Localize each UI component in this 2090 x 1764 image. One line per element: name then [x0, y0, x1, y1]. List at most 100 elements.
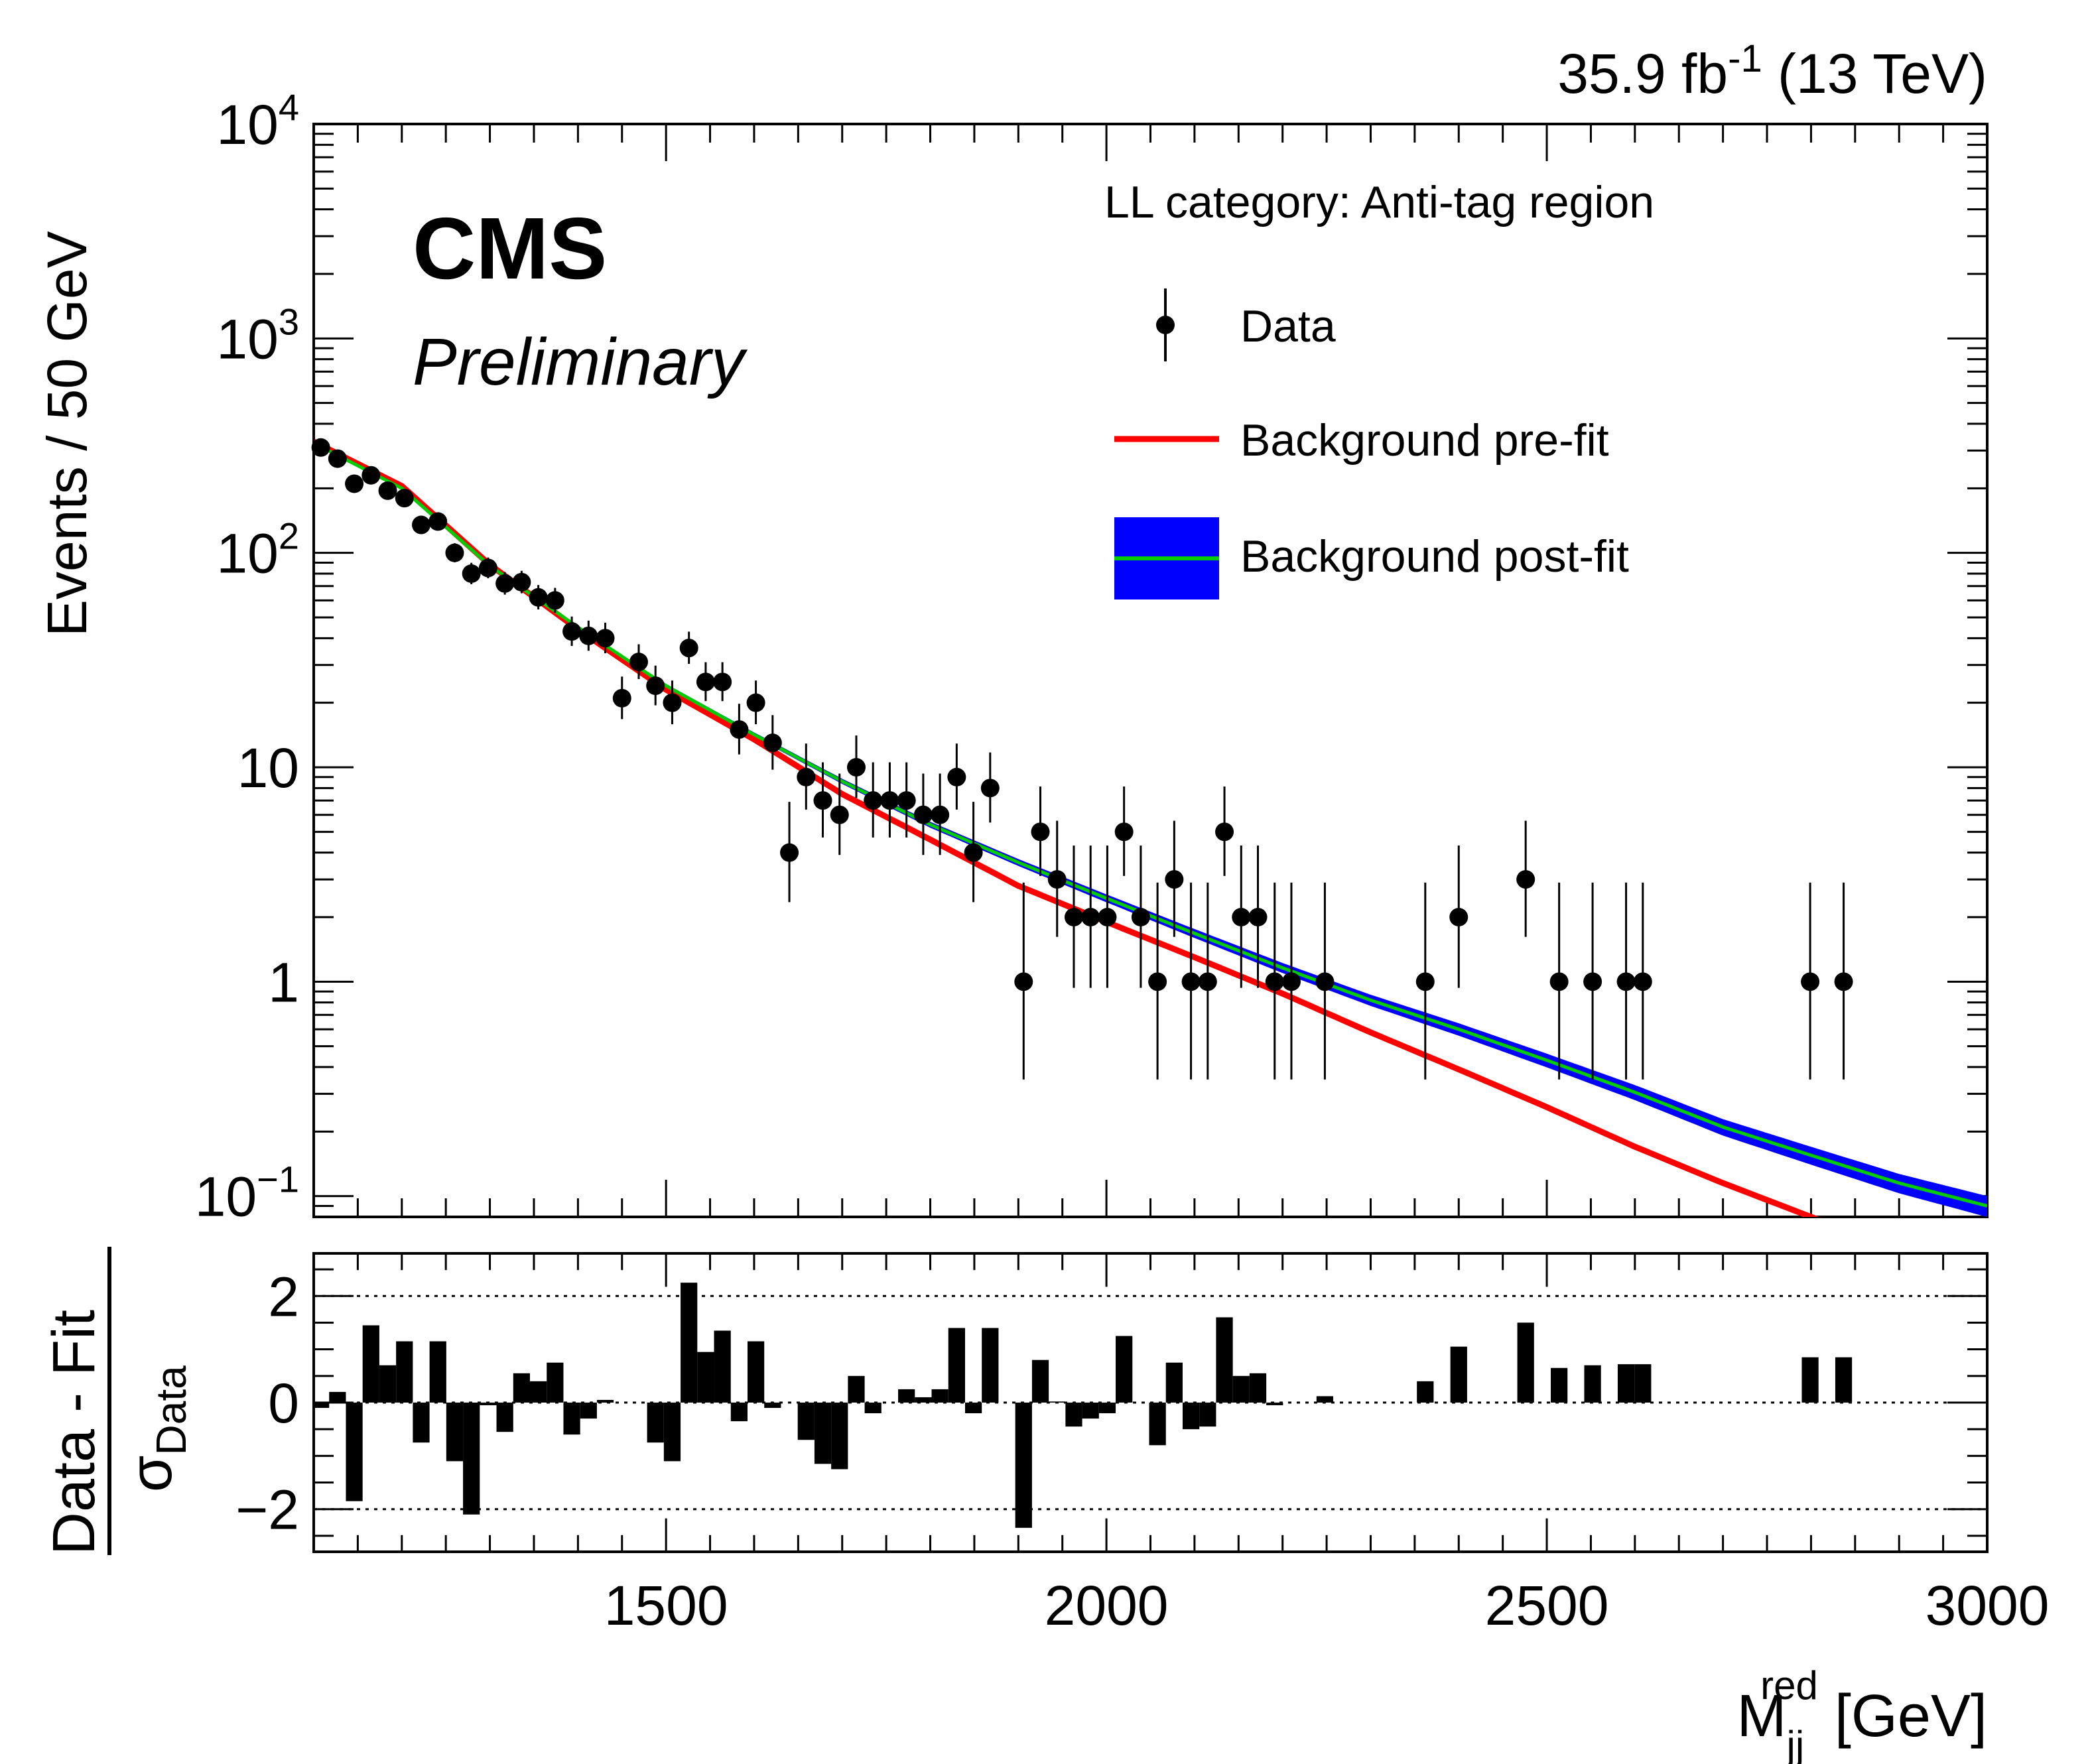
ratio-y-axis-label: Data - Fit σData	[41, 1247, 195, 1555]
main-y-tick-label: 102	[216, 515, 299, 585]
data-point-marker	[1281, 972, 1301, 991]
residual-bar	[1065, 1403, 1082, 1427]
residual-bar	[596, 1399, 614, 1403]
data-point	[1064, 846, 1083, 988]
data-point-marker	[1165, 870, 1184, 889]
data-point	[730, 704, 749, 755]
data-point	[1232, 846, 1251, 988]
residual-bar	[413, 1403, 430, 1443]
data-point-marker	[730, 720, 749, 739]
main-y-tick-label: 10−1	[195, 1159, 299, 1228]
data-point	[797, 743, 816, 810]
data-point	[897, 762, 916, 838]
data-point-marker	[1232, 907, 1251, 926]
data-point-marker	[1064, 907, 1083, 926]
data-point	[1114, 786, 1134, 876]
data-point	[478, 557, 497, 578]
residual-bar	[1450, 1346, 1467, 1403]
data-point-marker	[612, 688, 631, 708]
data-point-marker	[1181, 972, 1201, 991]
data-point-marker	[880, 791, 899, 810]
residual-bar	[1634, 1364, 1652, 1403]
residual-bar	[915, 1397, 932, 1403]
data-point	[864, 762, 883, 838]
main-y-axis-label: Events / 50 GeV	[36, 231, 98, 637]
data-point	[713, 662, 732, 702]
residual-bar	[396, 1341, 413, 1403]
data-point-marker	[964, 843, 983, 862]
main-y-tick-label: 103	[216, 300, 299, 370]
ratio-y-tick-label: 2	[268, 1265, 299, 1328]
data-point	[596, 623, 615, 654]
data-point	[1315, 882, 1335, 1080]
residual-bar	[814, 1403, 832, 1464]
main-y-tick-label: 104	[216, 86, 299, 156]
data-point	[913, 773, 933, 855]
residual-bar	[948, 1328, 965, 1403]
ratio-y-label-denominator: σData	[118, 1365, 195, 1492]
residual-bar	[1249, 1373, 1267, 1403]
data-point-marker	[763, 733, 782, 753]
residual-bar	[1617, 1364, 1635, 1403]
data-point-marker	[1081, 907, 1100, 926]
data-point-marker	[830, 805, 849, 824]
data-point-marker	[646, 676, 665, 696]
data-point-marker	[931, 805, 950, 824]
data-point-marker	[1198, 972, 1217, 991]
main-y-tick-label: 1	[268, 951, 299, 1013]
data-point-marker	[980, 779, 1000, 798]
data-point	[629, 644, 648, 680]
ratio-axis-ticks: 2 0 −2 1500 2000 2500 3000	[235, 1253, 2049, 1637]
residual-bar	[1149, 1403, 1166, 1446]
data-point-marker	[428, 512, 448, 531]
data-point	[1047, 820, 1067, 937]
data-point	[1281, 882, 1301, 1080]
residual-bar	[764, 1403, 781, 1409]
residual-bar	[1049, 1401, 1066, 1403]
main-axis-ticks: 10−1 1 10 102 103 104	[195, 86, 1989, 1228]
legend-data-marker	[1156, 316, 1175, 334]
data-point-marker	[864, 791, 883, 810]
data-point	[562, 616, 582, 647]
data-point	[763, 715, 782, 770]
data-point	[412, 515, 431, 535]
data-point	[395, 489, 414, 508]
data-point	[1165, 820, 1184, 937]
data-point-marker	[311, 438, 330, 457]
data-point	[846, 735, 866, 798]
data-point-marker	[1014, 972, 1033, 991]
data-point-marker	[1583, 972, 1602, 991]
residual-bar	[931, 1389, 948, 1403]
data-point-marker	[562, 622, 582, 641]
x-tick-label: 1500	[604, 1574, 728, 1637]
main-plot-panel: 10−1 1 10 102 103 104 CMS Preliminary LL cate…	[36, 86, 1989, 1228]
data-point-marker	[478, 558, 497, 578]
data-point-marker	[897, 791, 916, 810]
legend-data-label: Data	[1240, 301, 1336, 351]
data-point-marker	[361, 466, 381, 485]
data-point	[1031, 786, 1050, 876]
data-point-marker	[1131, 907, 1150, 926]
data-point-marker	[846, 757, 866, 777]
data-point	[1098, 846, 1117, 988]
data-point	[445, 543, 464, 562]
ratio-y-label-numerator: Data - Fit	[41, 1310, 107, 1555]
residual-bar	[831, 1403, 848, 1470]
data-point	[780, 802, 799, 903]
data-point	[345, 474, 364, 493]
data-point-marker	[1633, 972, 1652, 991]
lumi-label: 35.9 fb-1 (13 TeV)	[1557, 37, 1987, 105]
data-point	[696, 662, 715, 702]
data-point	[1215, 786, 1234, 876]
residual-bar	[346, 1403, 363, 1501]
data-point-marker	[1415, 972, 1435, 991]
data-point	[311, 438, 330, 457]
residual-bar	[1199, 1403, 1216, 1427]
data-point	[1081, 846, 1100, 988]
data-point-marker	[913, 805, 933, 824]
data-point-marker	[579, 626, 598, 645]
data-point	[462, 562, 481, 584]
residual-bar	[379, 1365, 397, 1403]
data-point-marker	[395, 489, 414, 508]
residual-bar	[663, 1403, 681, 1462]
